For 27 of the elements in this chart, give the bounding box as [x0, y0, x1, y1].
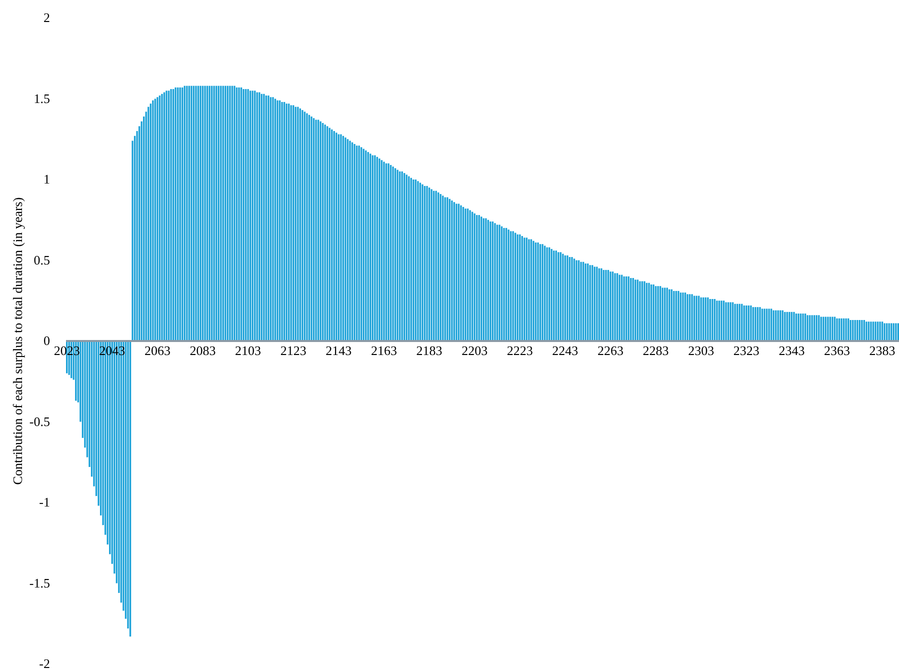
y-axis-title: Contribution of each surplus to total duration (in years): [10, 197, 25, 485]
x-tick-label: 2063: [144, 343, 170, 358]
x-tick-label: 2163: [370, 343, 397, 358]
y-tick-label: -1: [39, 494, 50, 510]
x-tick-label: 2263: [597, 343, 624, 358]
x-tick-label: 2323: [733, 343, 760, 358]
x-tick-label: 2203: [462, 343, 488, 358]
x-tick-label: 2143: [326, 343, 352, 358]
x-tick-label: 2363: [824, 343, 850, 358]
y-tick-label: -0.5: [29, 414, 50, 429]
x-tick-label: 2343: [778, 343, 805, 358]
x-tick-label: 2223: [506, 343, 533, 358]
x-tick-label: 2283: [642, 343, 669, 358]
y-tick-label: 2: [44, 10, 50, 26]
y-tick-label: -2: [39, 656, 50, 669]
x-tick-label: 2123: [280, 343, 306, 358]
y-tick-label: 0.5: [34, 252, 50, 268]
x-tick-label: 2103: [235, 343, 262, 358]
y-tick-label: -1.5: [29, 575, 50, 590]
x-tick-label: 2243: [552, 343, 578, 358]
y-tick-label: 1.5: [34, 90, 50, 106]
x-tick-label: 2083: [190, 343, 216, 358]
y-tick-label: 0: [44, 333, 50, 348]
x-tick-label: 2303: [688, 343, 714, 358]
y-tick-label: 1: [44, 172, 50, 187]
x-tick-label: 2183: [416, 343, 442, 358]
x-tick-label: 2383: [869, 343, 896, 358]
